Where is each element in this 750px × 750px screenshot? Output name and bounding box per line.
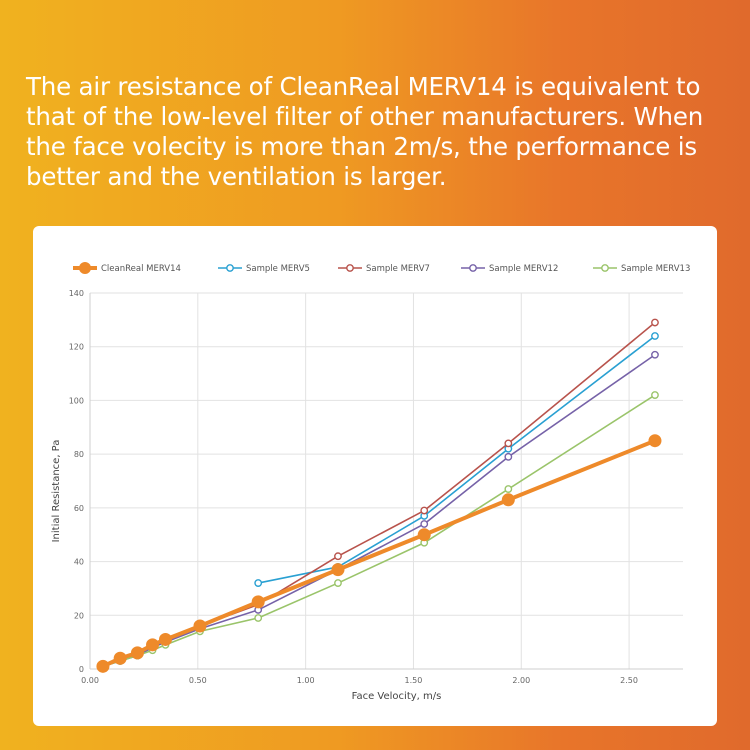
chart-axes: 0 20 40 60 80 100 120 140 0.00 0.50 1.00 1.50 2.00 2.…	[69, 289, 683, 685]
data-point	[420, 520, 429, 528]
series-line	[102, 438, 656, 669]
data-point	[158, 632, 172, 646]
data-point	[651, 350, 659, 359]
x-tick-label: 1.00	[297, 676, 315, 685]
data-point	[193, 619, 207, 633]
series-4	[99, 391, 659, 671]
legend-label: Sample MERV5	[246, 264, 310, 274]
data-point	[501, 493, 515, 507]
series-line	[102, 321, 656, 668]
legend-marker	[469, 264, 477, 272]
legend-item: Sample MERV12	[461, 264, 558, 274]
x-axis-label: Face Velocity, m/s	[352, 691, 442, 702]
data-point	[254, 579, 263, 587]
legend-item: Sample MERV5	[218, 264, 310, 274]
series-line	[258, 335, 656, 584]
series-2	[99, 318, 659, 671]
legend-item: CleanReal MERV14	[73, 262, 181, 274]
headline-text: The air resistance of CleanReal MERV14 i…	[26, 72, 704, 191]
legend-item: Sample MERV7	[338, 264, 430, 274]
x-tick-label: 2.00	[512, 676, 530, 685]
data-point	[648, 434, 662, 448]
line-chart: 0 20 40 60 80 100 120 140 0.00 0.50 1.00 1.50 2.00 2.…	[51, 262, 690, 702]
data-point	[420, 506, 429, 515]
legend-marker	[601, 264, 609, 272]
data-point	[651, 332, 659, 340]
legend-label: Sample MERV7	[366, 264, 430, 274]
legend-marker	[346, 264, 354, 272]
y-tick-label: 120	[69, 343, 84, 352]
data-point	[334, 552, 342, 561]
series-3	[99, 350, 659, 671]
legend-label: CleanReal MERV14	[101, 264, 181, 274]
data-point	[504, 452, 513, 461]
y-tick-label: 80	[74, 450, 84, 459]
y-tick-label: 20	[74, 611, 84, 620]
legend-label: Sample MERV13	[621, 264, 690, 274]
data-point	[113, 651, 127, 665]
series-line	[102, 394, 656, 668]
y-tick-label: 0	[79, 665, 84, 674]
data-point	[251, 595, 265, 609]
x-tick-label: 2.50	[620, 676, 638, 685]
data-point	[254, 614, 263, 622]
x-tick-label: 1.50	[405, 676, 423, 685]
legend-item: Sample MERV13	[593, 264, 690, 274]
legend-marker	[79, 262, 91, 274]
x-tick-label: 0.50	[189, 676, 207, 685]
chart-legend: CleanReal MERV14 Sample MERV5 Sample MERV7…	[73, 262, 690, 274]
data-point	[146, 638, 160, 652]
chart-grid	[89, 292, 683, 670]
data-point	[334, 579, 342, 587]
legend-label: Sample MERV12	[489, 264, 558, 274]
data-point	[504, 439, 513, 448]
data-point	[651, 391, 659, 399]
series-0	[96, 434, 662, 673]
x-tick-label: 0.00	[81, 676, 99, 685]
chart-series	[96, 318, 662, 673]
y-tick-label: 100	[69, 396, 84, 405]
chart-card: 0 20 40 60 80 100 120 140 0.00 0.50 1.00 1.50 2.00 2.…	[33, 226, 717, 726]
data-point	[417, 528, 431, 542]
y-axis-label: Initial Resistance, Pa	[51, 440, 62, 543]
y-tick-label: 60	[74, 504, 84, 513]
data-point	[331, 563, 345, 577]
legend-marker	[226, 264, 234, 272]
series-line	[102, 354, 656, 668]
data-point	[504, 485, 513, 493]
y-tick-label: 140	[69, 289, 84, 298]
data-point	[96, 659, 110, 673]
data-point	[651, 318, 659, 327]
data-point	[130, 646, 144, 660]
y-tick-label: 40	[74, 558, 84, 567]
series-1	[254, 332, 659, 587]
